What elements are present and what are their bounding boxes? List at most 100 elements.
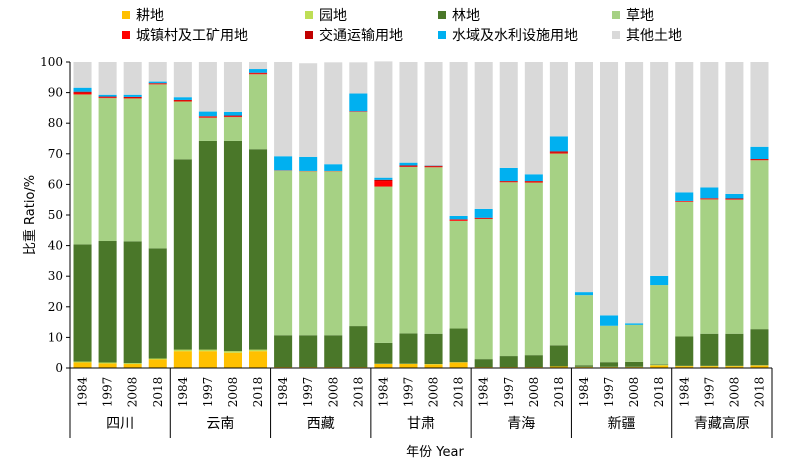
bar-segment bbox=[198, 111, 217, 117]
bar-segment bbox=[650, 364, 669, 366]
bar-segment bbox=[198, 116, 217, 117]
bar-segment bbox=[123, 62, 142, 95]
bar-segment bbox=[675, 366, 694, 368]
bar-segment bbox=[750, 159, 769, 161]
y-tick-label: 50 bbox=[48, 208, 63, 222]
bar-segment bbox=[675, 201, 694, 337]
bar-segment bbox=[374, 177, 393, 180]
bar-segment bbox=[625, 62, 644, 324]
bar-segment bbox=[474, 359, 493, 368]
bar-segment bbox=[148, 62, 167, 82]
bar-segment bbox=[374, 179, 393, 182]
bar-segment bbox=[650, 275, 669, 286]
bar-segment bbox=[524, 174, 543, 182]
bar-segment bbox=[424, 62, 443, 166]
bar-segment bbox=[725, 199, 744, 200]
bar-segment bbox=[98, 362, 117, 364]
bar-segment bbox=[600, 362, 619, 367]
bar-segment bbox=[449, 220, 468, 329]
bar-segment bbox=[600, 62, 619, 316]
bar-segment bbox=[449, 62, 468, 216]
bar-segment bbox=[700, 366, 719, 368]
bar-segment bbox=[399, 166, 418, 334]
bar-segment bbox=[73, 94, 92, 245]
bar-segment bbox=[474, 218, 493, 360]
bar-segment bbox=[223, 115, 242, 117]
bar-segment bbox=[223, 140, 242, 352]
x-tick-label: 2018 bbox=[652, 377, 666, 408]
y-tick-label: 100 bbox=[40, 55, 63, 69]
bar-segment bbox=[299, 63, 318, 157]
bar-segment bbox=[73, 362, 92, 368]
bar-segment bbox=[574, 292, 593, 296]
bar-segment bbox=[725, 333, 744, 366]
bar-segment bbox=[725, 193, 744, 199]
x-tick-label: 1984 bbox=[677, 376, 691, 407]
bar-segment bbox=[700, 187, 719, 199]
bar-segment bbox=[349, 111, 368, 327]
bar-segment bbox=[424, 165, 443, 167]
bar-segment bbox=[173, 99, 192, 101]
bar-segment bbox=[173, 101, 192, 160]
x-tick-label: 1997 bbox=[201, 377, 215, 408]
y-tick-label: 10 bbox=[48, 330, 63, 344]
bar-segment bbox=[750, 160, 769, 330]
y-axis-title: 比重 Ratio/% bbox=[22, 175, 38, 255]
x-tick-label: 1997 bbox=[301, 377, 315, 408]
x-tick-label: 2008 bbox=[727, 377, 741, 408]
bar-segment bbox=[549, 152, 568, 154]
bar-segment bbox=[675, 192, 694, 201]
bar-segment bbox=[173, 351, 192, 368]
bar-segment bbox=[574, 295, 593, 366]
bar-segment bbox=[750, 159, 769, 160]
bar-segment bbox=[574, 62, 593, 293]
bar-segment bbox=[574, 365, 593, 367]
bar-segment bbox=[700, 62, 719, 188]
x-tick-label: 2008 bbox=[527, 377, 541, 408]
bar-segment bbox=[750, 62, 769, 147]
bar-segment bbox=[650, 364, 669, 365]
bar-segment bbox=[274, 170, 293, 336]
bar-segment bbox=[725, 62, 744, 194]
bar-segment bbox=[249, 72, 268, 74]
bar-segment bbox=[650, 62, 669, 276]
bar-segment bbox=[98, 62, 117, 95]
bar-segment bbox=[650, 365, 669, 368]
bar-segment bbox=[223, 352, 242, 368]
bar-segment bbox=[223, 351, 242, 353]
y-tick-label: 70 bbox=[48, 147, 63, 161]
bar-segment bbox=[249, 69, 268, 73]
x-axis-title: 年份 Year bbox=[406, 445, 464, 460]
y-tick-label: 90 bbox=[48, 86, 63, 100]
bar-segment bbox=[249, 74, 268, 150]
legend-label: 其他土地 bbox=[626, 28, 682, 44]
bar-segment bbox=[148, 83, 167, 85]
y-tick-label: 40 bbox=[48, 239, 63, 253]
y-tick-label: 20 bbox=[48, 300, 63, 314]
bar-segment bbox=[73, 87, 92, 92]
x-tick-label: 2018 bbox=[151, 377, 165, 408]
bar-segment bbox=[198, 349, 217, 352]
x-tick-label: 1984 bbox=[76, 376, 90, 407]
bar-segment bbox=[123, 241, 142, 364]
x-tick-label: 1984 bbox=[477, 376, 491, 407]
bar-segment bbox=[449, 219, 468, 221]
legend-swatch bbox=[438, 11, 446, 19]
bar-segment bbox=[374, 61, 393, 178]
bar-segment bbox=[499, 182, 518, 357]
bar-segment bbox=[173, 100, 192, 102]
bar-segment bbox=[123, 96, 142, 98]
x-tick-label: 2008 bbox=[326, 377, 340, 408]
bar-segment bbox=[148, 81, 167, 84]
group-label: 甘肃 bbox=[407, 416, 435, 432]
legend-swatch bbox=[305, 31, 313, 39]
bar-segment bbox=[73, 62, 92, 88]
bar-segment bbox=[625, 323, 644, 325]
bar-segment bbox=[73, 92, 92, 95]
y-tick-label: 80 bbox=[48, 116, 63, 130]
bar-segment bbox=[148, 84, 167, 249]
bar-segment bbox=[449, 362, 468, 368]
bar-segment bbox=[198, 351, 217, 368]
y-tick-label: 0 bbox=[55, 361, 63, 375]
